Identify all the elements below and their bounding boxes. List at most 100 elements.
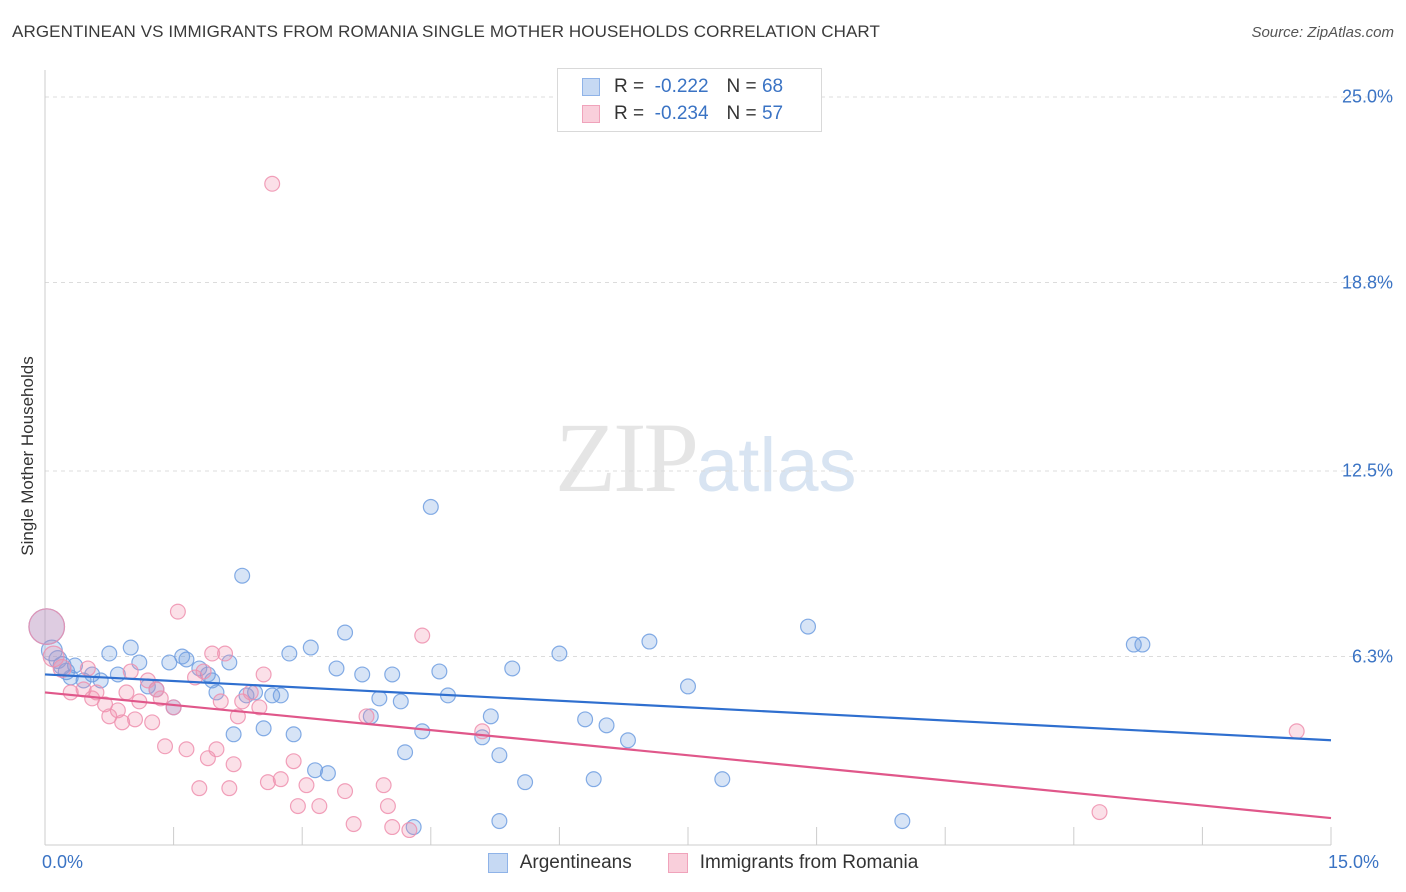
y-tick-label: 6.3% bbox=[1351, 646, 1393, 666]
point-romania bbox=[169, 603, 186, 620]
point-argentineans bbox=[337, 624, 354, 641]
point-romania bbox=[259, 774, 276, 791]
watermark: ZIPatlas bbox=[555, 400, 857, 515]
point-romania bbox=[152, 690, 169, 707]
point-argentineans bbox=[598, 717, 615, 734]
legend-swatch-romania bbox=[667, 853, 688, 873]
point-argentineans bbox=[1134, 636, 1151, 653]
legend-label-romania: Immigrants from Romania bbox=[699, 852, 919, 873]
point-argentineans bbox=[384, 666, 401, 683]
point-romania bbox=[414, 627, 431, 644]
point-romania bbox=[217, 645, 234, 662]
point-argentineans bbox=[354, 666, 371, 683]
point-argentineans bbox=[714, 771, 731, 788]
point-romania bbox=[221, 780, 238, 797]
point-argentineans bbox=[174, 648, 191, 665]
point-romania bbox=[127, 711, 144, 728]
point-romania bbox=[375, 777, 392, 794]
point-argentineans bbox=[208, 684, 225, 701]
point-argentineans bbox=[894, 813, 911, 830]
point-argentineans bbox=[161, 654, 178, 671]
legend-swatch-argentineans bbox=[487, 853, 508, 873]
point-romania bbox=[101, 708, 118, 725]
point-romania bbox=[255, 666, 272, 683]
point-argentineans bbox=[101, 645, 118, 662]
point-romania bbox=[345, 816, 362, 833]
point-argentineans bbox=[307, 762, 324, 779]
r-label: R = bbox=[614, 76, 645, 97]
point-argentineans bbox=[517, 774, 534, 791]
point-romania bbox=[212, 693, 229, 710]
point-romania bbox=[208, 741, 225, 758]
point-romania bbox=[97, 696, 114, 713]
point-argentineans bbox=[800, 618, 817, 635]
point-romania bbox=[118, 684, 135, 701]
point-argentineans bbox=[551, 645, 568, 662]
point-argentineans bbox=[422, 498, 439, 515]
r-value: -0.222 bbox=[654, 76, 709, 97]
point-romania bbox=[157, 738, 174, 755]
point-romania bbox=[204, 645, 221, 662]
source-label: Source: ZipAtlas.com bbox=[1251, 24, 1394, 41]
point-argentineans bbox=[414, 723, 431, 740]
legend-item-romania: Immigrants from Romania bbox=[667, 852, 919, 874]
trend-line-romania bbox=[44, 691, 1332, 820]
point-argentineans bbox=[405, 819, 422, 836]
legend-swatch-argentineans bbox=[582, 78, 600, 96]
point-romania bbox=[28, 608, 66, 645]
point-argentineans bbox=[302, 639, 319, 656]
point-argentineans bbox=[431, 663, 448, 680]
point-romania bbox=[358, 708, 375, 725]
stats-legend-row-argentineans: R = -0.222 N = 68 bbox=[582, 74, 783, 100]
point-argentineans bbox=[641, 633, 658, 650]
n-value: 57 bbox=[761, 103, 784, 124]
point-romania bbox=[311, 798, 328, 815]
stats-legend: R = -0.222 N = 68 R = -0.234 N = 57 bbox=[557, 68, 822, 132]
point-romania bbox=[1288, 723, 1305, 740]
point-romania bbox=[384, 819, 401, 836]
point-argentineans bbox=[328, 660, 345, 677]
point-argentineans bbox=[221, 654, 238, 671]
point-romania bbox=[337, 783, 354, 800]
point-romania bbox=[114, 714, 131, 731]
legend-item-argentineans: Argentineans bbox=[487, 852, 632, 874]
point-romania bbox=[289, 798, 306, 815]
y-tick-label: 25.0% bbox=[1341, 86, 1393, 107]
point-argentineans bbox=[225, 726, 242, 743]
point-argentineans bbox=[319, 765, 336, 782]
point-romania bbox=[178, 741, 195, 758]
chart-title: ARGENTINEAN VS IMMIGRANTS FROM ROMANIA S… bbox=[12, 22, 880, 41]
point-argentineans bbox=[619, 732, 636, 749]
point-argentineans bbox=[285, 726, 302, 743]
point-romania bbox=[285, 753, 302, 770]
point-romania bbox=[79, 660, 96, 677]
point-argentineans bbox=[474, 729, 491, 746]
point-romania bbox=[242, 684, 259, 701]
point-argentineans bbox=[191, 660, 208, 677]
point-argentineans bbox=[178, 651, 195, 668]
point-argentineans bbox=[371, 690, 388, 707]
point-romania bbox=[191, 780, 208, 797]
point-argentineans bbox=[122, 639, 139, 656]
point-romania bbox=[165, 699, 182, 716]
point-argentineans bbox=[234, 567, 251, 584]
n-label: N = bbox=[726, 76, 757, 97]
series-legend: Argentineans Immigrants from Romania bbox=[0, 852, 1406, 874]
point-argentineans bbox=[679, 678, 697, 695]
point-argentineans bbox=[491, 747, 508, 764]
point-romania bbox=[298, 777, 315, 794]
point-argentineans bbox=[255, 720, 272, 737]
point-romania bbox=[148, 681, 165, 698]
point-argentineans bbox=[1125, 636, 1142, 653]
point-romania bbox=[195, 663, 212, 680]
legend-swatch-romania bbox=[582, 105, 600, 123]
point-romania bbox=[144, 714, 161, 731]
point-romania bbox=[379, 798, 396, 815]
point-argentineans bbox=[491, 813, 508, 830]
point-romania bbox=[109, 702, 126, 719]
watermark-atlas: atlas bbox=[696, 423, 857, 508]
point-argentineans bbox=[585, 771, 602, 788]
point-romania bbox=[251, 699, 268, 716]
legend-label-argentineans: Argentineans bbox=[519, 852, 632, 873]
